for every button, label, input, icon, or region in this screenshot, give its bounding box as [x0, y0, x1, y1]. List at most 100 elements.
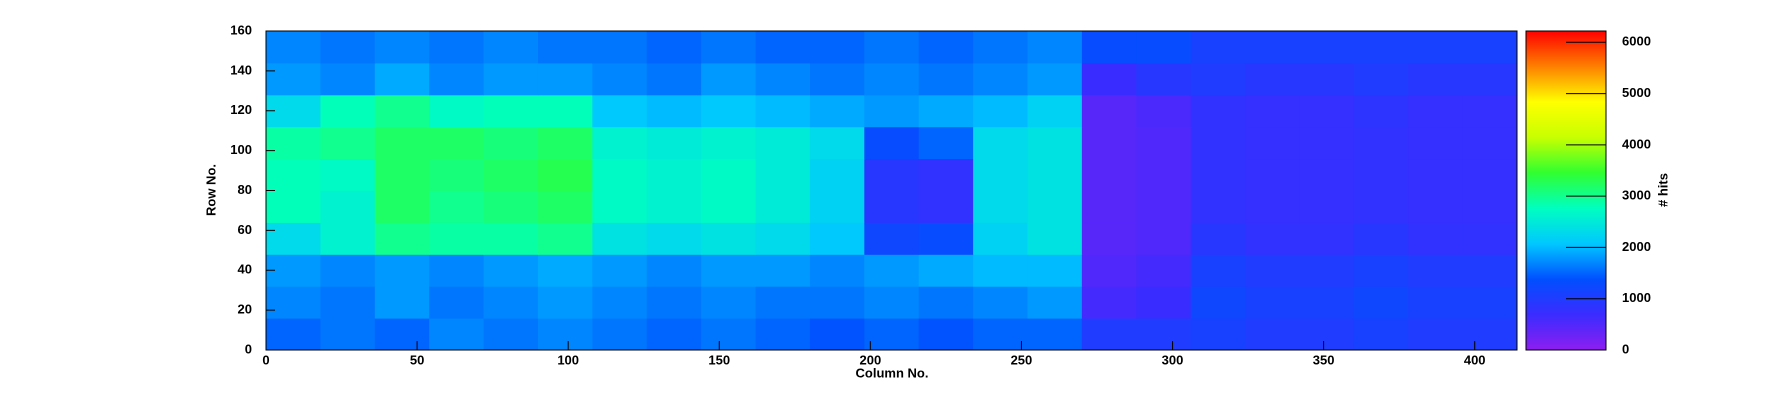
- heat-cell: [1136, 158, 1192, 191]
- heat-cell: [1081, 158, 1137, 191]
- heat-cell: [1353, 190, 1409, 223]
- heat-cell: [1408, 286, 1464, 319]
- heat-cell: [918, 126, 974, 160]
- heat-cell: [809, 94, 865, 128]
- heat-cell: [701, 31, 757, 64]
- x-tick-label: 300: [1162, 352, 1184, 367]
- heat-cell: [1353, 126, 1409, 160]
- heat-cell: [1353, 94, 1409, 128]
- z-tick-label: 2000: [1622, 239, 1651, 254]
- heat-cell: [1027, 158, 1083, 191]
- heat-cell: [701, 190, 757, 223]
- heat-cell: [701, 318, 757, 351]
- heat-cell: [592, 318, 648, 351]
- z-tick-label: 3000: [1622, 188, 1651, 203]
- heat-cell: [429, 31, 485, 64]
- heat-cell: [320, 31, 376, 64]
- heat-cell: [755, 254, 811, 287]
- heat-cell: [1027, 31, 1083, 64]
- heat-cell: [1136, 62, 1192, 96]
- heat-cell: [537, 62, 593, 96]
- z-tick-label: 1000: [1622, 290, 1651, 305]
- heat-cell: [973, 222, 1028, 255]
- heat-cell: [1245, 158, 1300, 191]
- x-tick-label: 150: [708, 352, 730, 367]
- heat-cell: [1081, 222, 1137, 255]
- heat-cell: [1408, 190, 1464, 223]
- heat-cell: [809, 31, 865, 64]
- heat-cell: [1190, 190, 1246, 223]
- heat-cell: [1245, 62, 1300, 96]
- heat-cell: [1190, 126, 1246, 160]
- heat-cell: [1408, 62, 1464, 96]
- heat-cell: [1245, 286, 1300, 319]
- heat-cell: [918, 190, 974, 223]
- heat-cell: [755, 222, 811, 255]
- y-axis-title: Row No.: [203, 164, 218, 216]
- heat-cell: [1081, 62, 1137, 96]
- heat-cell: [374, 190, 430, 223]
- x-tick-label: 0: [262, 352, 269, 367]
- heat-cell: [374, 158, 430, 191]
- heat-cell: [1027, 94, 1083, 128]
- heat-cell: [320, 222, 376, 255]
- heat-cell: [701, 254, 757, 287]
- heat-cell: [1408, 318, 1464, 351]
- heat-cell: [1027, 318, 1083, 351]
- heat-cell: [1353, 31, 1409, 64]
- heat-cell: [429, 222, 485, 255]
- heat-cell: [973, 190, 1028, 223]
- y-tick-label: 80: [238, 182, 252, 197]
- heat-cell: [429, 126, 485, 160]
- heat-cell: [755, 190, 811, 223]
- heat-cell: [320, 62, 376, 96]
- heat-cell: [973, 94, 1028, 128]
- y-tick-label: 160: [230, 22, 252, 37]
- heat-cell: [755, 286, 811, 319]
- heat-cell: [1462, 318, 1518, 351]
- heat-cell: [1027, 190, 1083, 223]
- heat-cell: [374, 94, 430, 128]
- heat-cell: [429, 62, 485, 96]
- heat-cell: [918, 254, 974, 287]
- heat-cell: [755, 31, 811, 64]
- heat-cell: [592, 31, 648, 64]
- heat-cell: [592, 286, 648, 319]
- heat-cell: [1136, 222, 1192, 255]
- x-tick-label: 200: [859, 352, 881, 367]
- heat-cell: [320, 318, 376, 351]
- heat-cell: [973, 126, 1028, 160]
- heat-cell: [1245, 318, 1300, 351]
- heat-cell: [320, 286, 376, 319]
- heat-cell: [973, 254, 1028, 287]
- heat-cell: [374, 62, 430, 96]
- y-tick-label: 120: [230, 102, 252, 117]
- heat-cell: [1299, 190, 1355, 223]
- z-tick-label: 0: [1622, 341, 1629, 356]
- heat-cell: [973, 286, 1028, 319]
- heat-cell: [1027, 126, 1083, 160]
- heat-cell: [1299, 286, 1355, 319]
- heat-cell: [483, 158, 539, 191]
- heat-cell: [429, 158, 485, 191]
- heat-cell: [266, 126, 321, 160]
- heat-cell: [1027, 286, 1083, 319]
- heat-cell: [1190, 31, 1246, 64]
- heat-cell: [483, 94, 539, 128]
- heat-cell: [646, 254, 702, 287]
- heat-cell: [1190, 158, 1246, 191]
- z-tick-label: 4000: [1622, 136, 1651, 151]
- heat-cell: [483, 286, 539, 319]
- heat-cell: [1353, 62, 1409, 96]
- heat-cell: [1353, 254, 1409, 287]
- heat-cell: [537, 286, 593, 319]
- heat-cell: [973, 31, 1028, 64]
- heat-cell: [809, 126, 865, 160]
- color-bar: [1526, 31, 1606, 350]
- heat-cell: [1408, 222, 1464, 255]
- heat-cell: [809, 190, 865, 223]
- heat-cell: [1462, 62, 1518, 96]
- heat-cell: [864, 126, 920, 160]
- heat-cell: [1299, 222, 1355, 255]
- heat-cell: [320, 158, 376, 191]
